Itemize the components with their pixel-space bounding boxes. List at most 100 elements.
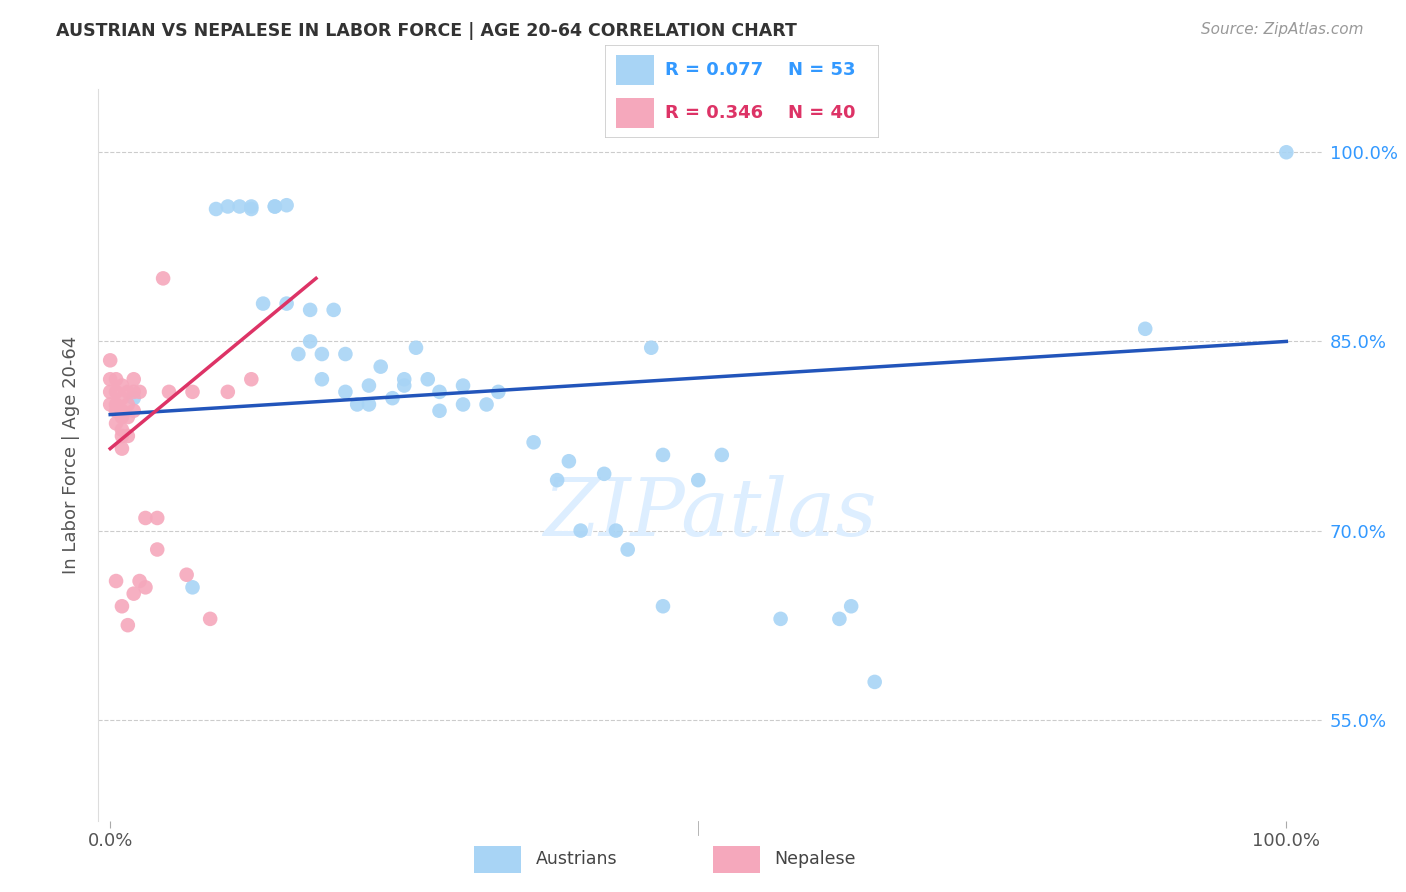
Point (863, 674, 886, 689)
Point (117, 429, 139, 443)
Text: AUSTRIAN VS NEPALESE IN LABOR FORCE | AGE 20-64 CORRELATION CHART: AUSTRIAN VS NEPALESE IN LABOR FORCE | AG… (56, 22, 797, 40)
Point (98, 372, 121, 386)
Point (311, 372, 333, 386)
Point (181, 580, 204, 594)
Point (198, 612, 221, 626)
Point (205, 202, 228, 216)
FancyBboxPatch shape (616, 98, 654, 128)
Point (105, 417, 128, 431)
Text: Source: ZipAtlas.com: Source: ZipAtlas.com (1201, 22, 1364, 37)
Point (357, 378, 380, 392)
Point (546, 473, 568, 487)
Point (593, 467, 616, 481)
Point (523, 435, 546, 450)
Point (335, 347, 357, 361)
Point (1135, 322, 1157, 336)
Point (181, 384, 204, 399)
Point (322, 302, 344, 317)
Point (134, 511, 156, 525)
Point (98, 397, 121, 411)
Point (122, 587, 145, 601)
Point (263, 199, 285, 213)
Point (605, 524, 627, 538)
Point (111, 423, 134, 437)
Point (1275, 145, 1298, 160)
Point (98, 384, 121, 399)
Point (122, 372, 145, 386)
Point (263, 199, 285, 213)
Point (381, 391, 404, 405)
Point (839, 599, 862, 614)
Point (105, 574, 128, 588)
Point (134, 580, 156, 594)
Point (111, 391, 134, 405)
Point (105, 397, 128, 411)
Point (405, 341, 427, 355)
Point (429, 404, 451, 418)
Point (335, 384, 357, 399)
Text: R = 0.077: R = 0.077 (665, 61, 763, 78)
Point (370, 359, 392, 374)
Point (117, 397, 139, 411)
Point (217, 199, 239, 213)
Point (105, 384, 128, 399)
FancyBboxPatch shape (605, 45, 879, 138)
Point (475, 397, 498, 411)
Point (429, 384, 451, 399)
Point (128, 384, 150, 399)
Point (111, 404, 134, 418)
Point (176, 567, 198, 582)
Point (299, 334, 322, 349)
Point (276, 296, 298, 310)
Point (128, 574, 150, 588)
Text: ZIPatlas: ZIPatlas (543, 475, 877, 552)
Point (111, 429, 134, 443)
Text: Nepalese: Nepalese (775, 849, 856, 868)
Point (652, 599, 675, 614)
Text: Austrians: Austrians (536, 849, 617, 868)
Point (152, 271, 174, 285)
Point (346, 397, 368, 411)
Point (640, 341, 662, 355)
Point (252, 296, 274, 310)
Point (111, 378, 134, 392)
Point (616, 542, 638, 557)
Point (240, 202, 263, 216)
Point (569, 524, 592, 538)
Y-axis label: In Labor Force | Age 20-64: In Labor Force | Age 20-64 (62, 335, 80, 574)
Point (287, 347, 309, 361)
Point (828, 612, 851, 626)
Point (769, 612, 792, 626)
Point (451, 397, 474, 411)
Point (122, 404, 145, 418)
Point (486, 384, 509, 399)
Point (392, 372, 416, 386)
Point (146, 511, 169, 525)
Point (111, 599, 134, 614)
Point (392, 378, 416, 392)
Point (217, 384, 239, 399)
Point (451, 378, 474, 392)
Point (117, 384, 139, 399)
FancyBboxPatch shape (713, 847, 761, 873)
FancyBboxPatch shape (616, 55, 654, 85)
Point (357, 397, 380, 411)
Text: R = 0.346: R = 0.346 (665, 104, 763, 122)
Point (416, 372, 439, 386)
Text: N = 53: N = 53 (789, 61, 856, 78)
Point (105, 372, 128, 386)
Point (710, 448, 733, 462)
Point (311, 347, 333, 361)
Point (558, 454, 581, 468)
Point (111, 410, 134, 425)
Point (117, 410, 139, 425)
FancyBboxPatch shape (474, 847, 522, 873)
Point (240, 372, 263, 386)
Point (688, 473, 710, 487)
Point (240, 199, 263, 213)
Point (122, 391, 145, 405)
Point (299, 302, 322, 317)
Point (111, 442, 134, 456)
Text: N = 40: N = 40 (789, 104, 856, 122)
Point (122, 384, 145, 399)
